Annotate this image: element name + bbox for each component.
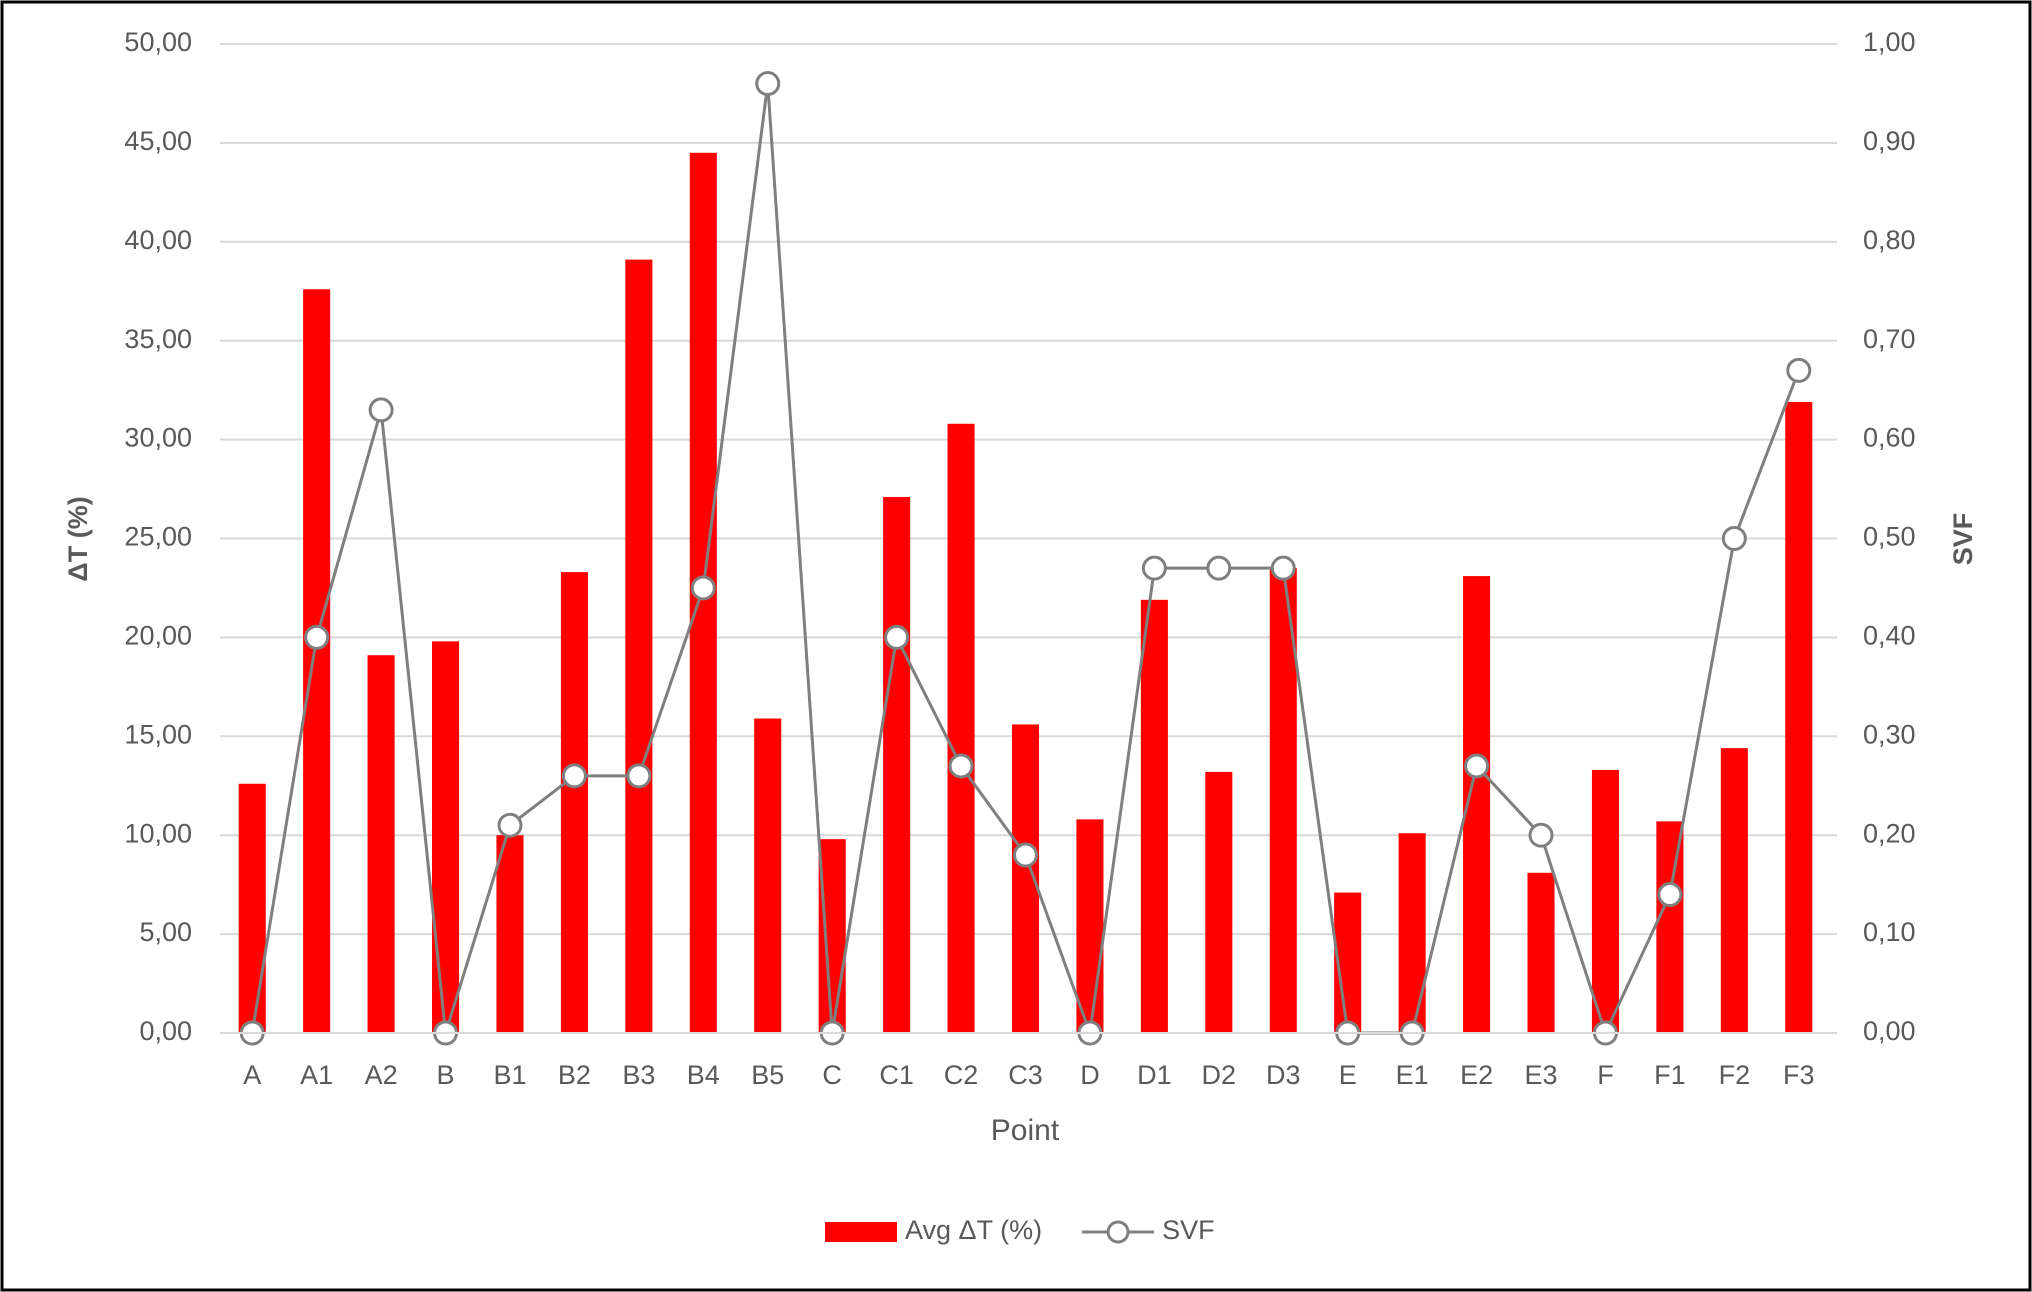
bar [1398,833,1426,1033]
y2-tick-label: 0,00 [1863,1016,1916,1046]
bar [1205,771,1233,1033]
x-tick-label: D3 [1266,1060,1301,1090]
line-marker [948,753,974,779]
bar [560,572,588,1033]
x-tick-label: A2 [365,1060,398,1090]
x-tick-label: E [1339,1060,1357,1090]
y-tick-label: 0,00 [139,1016,192,1046]
bar [883,496,911,1033]
x-tick-label: A [243,1060,261,1090]
x-tick-label: B4 [687,1060,720,1090]
x-tick-label: B2 [558,1060,591,1090]
legend-label: Avg ΔT (%) [905,1215,1042,1245]
line-marker [1786,357,1812,383]
x-tick-label: D [1080,1060,1100,1090]
y2-tick-label: 1,00 [1863,27,1916,57]
y-tick-label: 50,00 [124,27,192,57]
y-tick-label: 5,00 [139,917,192,947]
y2-tick-label: 0,60 [1863,423,1916,453]
y2-tick-label: 0,10 [1863,917,1916,947]
x-tick-label: B [437,1060,455,1090]
x-tick-label: E1 [1396,1060,1429,1090]
x-tick-label: B1 [493,1060,526,1090]
x-tick-label: E3 [1525,1060,1558,1090]
x-axis-title: Point [991,1114,1060,1147]
bar [754,718,782,1033]
bar [1527,872,1555,1033]
y-axis-title: ΔT (%) [63,496,93,581]
y-tick-label: 15,00 [124,719,192,749]
x-tick-label: C1 [879,1060,914,1090]
y2-tick-label: 0,40 [1863,621,1916,651]
y2-tick-label: 0,70 [1863,324,1916,354]
bar [1720,748,1748,1033]
line-marker [1270,555,1296,581]
bar [1076,819,1104,1033]
bar [367,655,395,1033]
y-tick-label: 35,00 [124,324,192,354]
x-tick-label: A1 [300,1060,333,1090]
y-tick-label: 25,00 [124,522,192,552]
bar [303,289,331,1034]
x-tick-label: B5 [751,1060,784,1090]
y-tick-label: 45,00 [124,126,192,156]
x-tick-label: B3 [622,1060,655,1090]
line-marker [1013,842,1038,868]
line-marker [368,397,394,423]
x-tick-label: F2 [1719,1060,1751,1090]
y2-tick-label: 0,20 [1863,818,1916,848]
bar [238,783,266,1033]
line-marker [1141,555,1167,581]
y-tick-label: 20,00 [124,621,192,651]
line-marker [1528,822,1554,848]
bar [432,641,460,1033]
bar [818,839,846,1033]
bar [625,259,653,1033]
legend-swatch [825,1222,897,1242]
y2-tick-label: 0,80 [1863,225,1916,255]
legend-swatch-marker [1106,1220,1130,1244]
x-tick-label: F [1597,1060,1614,1090]
y2-tick-label: 0,30 [1863,719,1916,749]
y2-tick-label: 0,90 [1863,126,1916,156]
x-tick-label: E2 [1460,1060,1493,1090]
x-tick-label: D1 [1137,1060,1172,1090]
line-marker [755,71,781,97]
line-marker [690,575,716,601]
y-tick-label: 10,00 [124,818,192,848]
y2-tick-label: 0,50 [1863,522,1916,552]
bar [1269,568,1297,1033]
x-tick-label: C [822,1060,842,1090]
y-tick-label: 30,00 [124,423,192,453]
bar [1140,599,1168,1033]
x-tick-label: D2 [1202,1060,1237,1090]
y-tick-label: 40,00 [124,225,192,255]
x-tick-label: F3 [1783,1060,1815,1090]
bar [496,835,524,1033]
line-marker [561,763,587,789]
bar [1591,769,1619,1033]
line-marker [626,763,652,789]
x-tick-label: C2 [944,1060,979,1090]
line-marker [1206,555,1232,581]
line-marker [497,812,523,838]
line-marker [1464,753,1490,779]
bar [947,423,975,1033]
bar [1656,821,1684,1033]
line-marker [1721,526,1747,551]
x-tick-label: C3 [1008,1060,1043,1090]
line-marker [884,624,910,650]
x-tick-label: F1 [1654,1060,1686,1090]
y2-axis-title: SVF [1948,513,1978,566]
line-marker [1657,882,1683,908]
bar [1785,402,1813,1033]
line-marker [304,624,330,650]
legend-label: SVF [1162,1215,1215,1245]
